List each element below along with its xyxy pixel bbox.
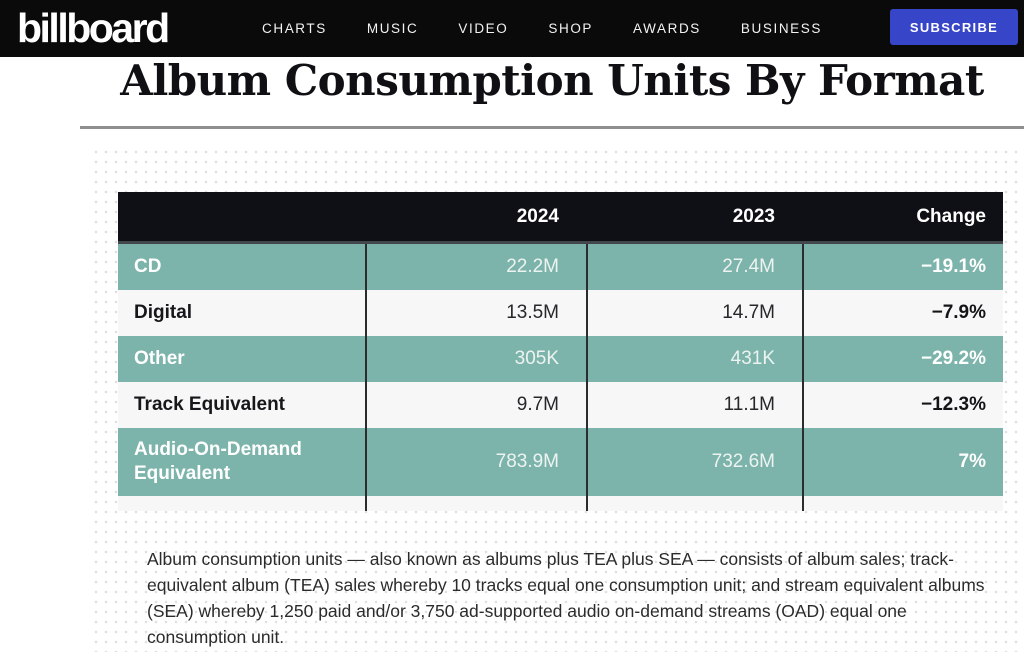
- title-divider: [80, 126, 1024, 129]
- row-label: CD: [134, 256, 162, 277]
- table-row-track-equivalent: Track Equivalent 9.7M 11.1M −12.3%: [118, 382, 1003, 428]
- value-change: −12.3%: [802, 382, 1003, 428]
- nav-item-music[interactable]: MUSIC: [366, 21, 419, 36]
- value-2023: 11.1M: [586, 382, 802, 428]
- col-header-change: Change: [916, 205, 986, 227]
- billboard-logo[interactable]: billboard: [17, 5, 170, 51]
- value-2023: 27.4M: [586, 244, 802, 290]
- value-2024: 305K: [365, 336, 586, 382]
- nav-item-shop[interactable]: SHOP: [548, 21, 594, 36]
- table-row-digital: Digital 13.5M 14.7M −7.9%: [118, 290, 1003, 336]
- row-label: Digital: [134, 302, 193, 323]
- col-header-format: [118, 192, 365, 241]
- nav-item-video[interactable]: VIDEO: [458, 21, 509, 36]
- table-row-cd: CD 22.2M 27.4M −19.1%: [118, 244, 1003, 290]
- table-row-audio-on-demand: Audio-On-Demand Equivalent 783.9M 732.6M…: [118, 428, 1003, 496]
- value-2023: 732.6M: [586, 428, 802, 496]
- table-footer-strip: [118, 496, 1003, 511]
- value-change: −29.2%: [802, 336, 1003, 382]
- value-change: −19.1%: [802, 244, 1003, 290]
- value-2023: 431K: [586, 336, 802, 382]
- value-change: −7.9%: [802, 290, 1003, 336]
- value-2024: 783.9M: [365, 428, 586, 496]
- value-2024: 13.5M: [365, 290, 586, 336]
- col-header-2024: 2024: [516, 205, 559, 227]
- top-nav-bar: billboard CHARTS MUSIC VIDEO SHOP AWARDS…: [0, 0, 1024, 57]
- main-nav: CHARTS MUSIC VIDEO SHOP AWARDS BUSINESS: [262, 0, 822, 57]
- album-consumption-table: 2024 2023 Change CD 22.2M 27.4M −19.1% D…: [118, 192, 1003, 511]
- row-label: Track Equivalent: [134, 394, 286, 415]
- nav-item-business[interactable]: BUSINESS: [740, 21, 822, 36]
- page-title: Album Consumption Units By Format: [120, 56, 984, 105]
- nav-item-awards[interactable]: AWARDS: [633, 21, 701, 36]
- row-label: Other: [134, 348, 185, 369]
- nav-item-charts[interactable]: CHARTS: [262, 21, 327, 36]
- value-change: 7%: [802, 428, 1003, 496]
- table-footnote: Album consumption units — also known as …: [147, 549, 985, 647]
- col-header-2023: 2023: [732, 205, 775, 227]
- table-row-other: Other 305K 431K −29.2%: [118, 336, 1003, 382]
- value-2024: 22.2M: [365, 244, 586, 290]
- table-header-row: 2024 2023 Change: [118, 192, 1003, 244]
- value-2024: 9.7M: [365, 382, 586, 428]
- value-2023: 14.7M: [586, 290, 802, 336]
- row-label: Audio-On-Demand Equivalent: [134, 439, 302, 484]
- subscribe-button[interactable]: SUBSCRIBE: [890, 9, 1018, 45]
